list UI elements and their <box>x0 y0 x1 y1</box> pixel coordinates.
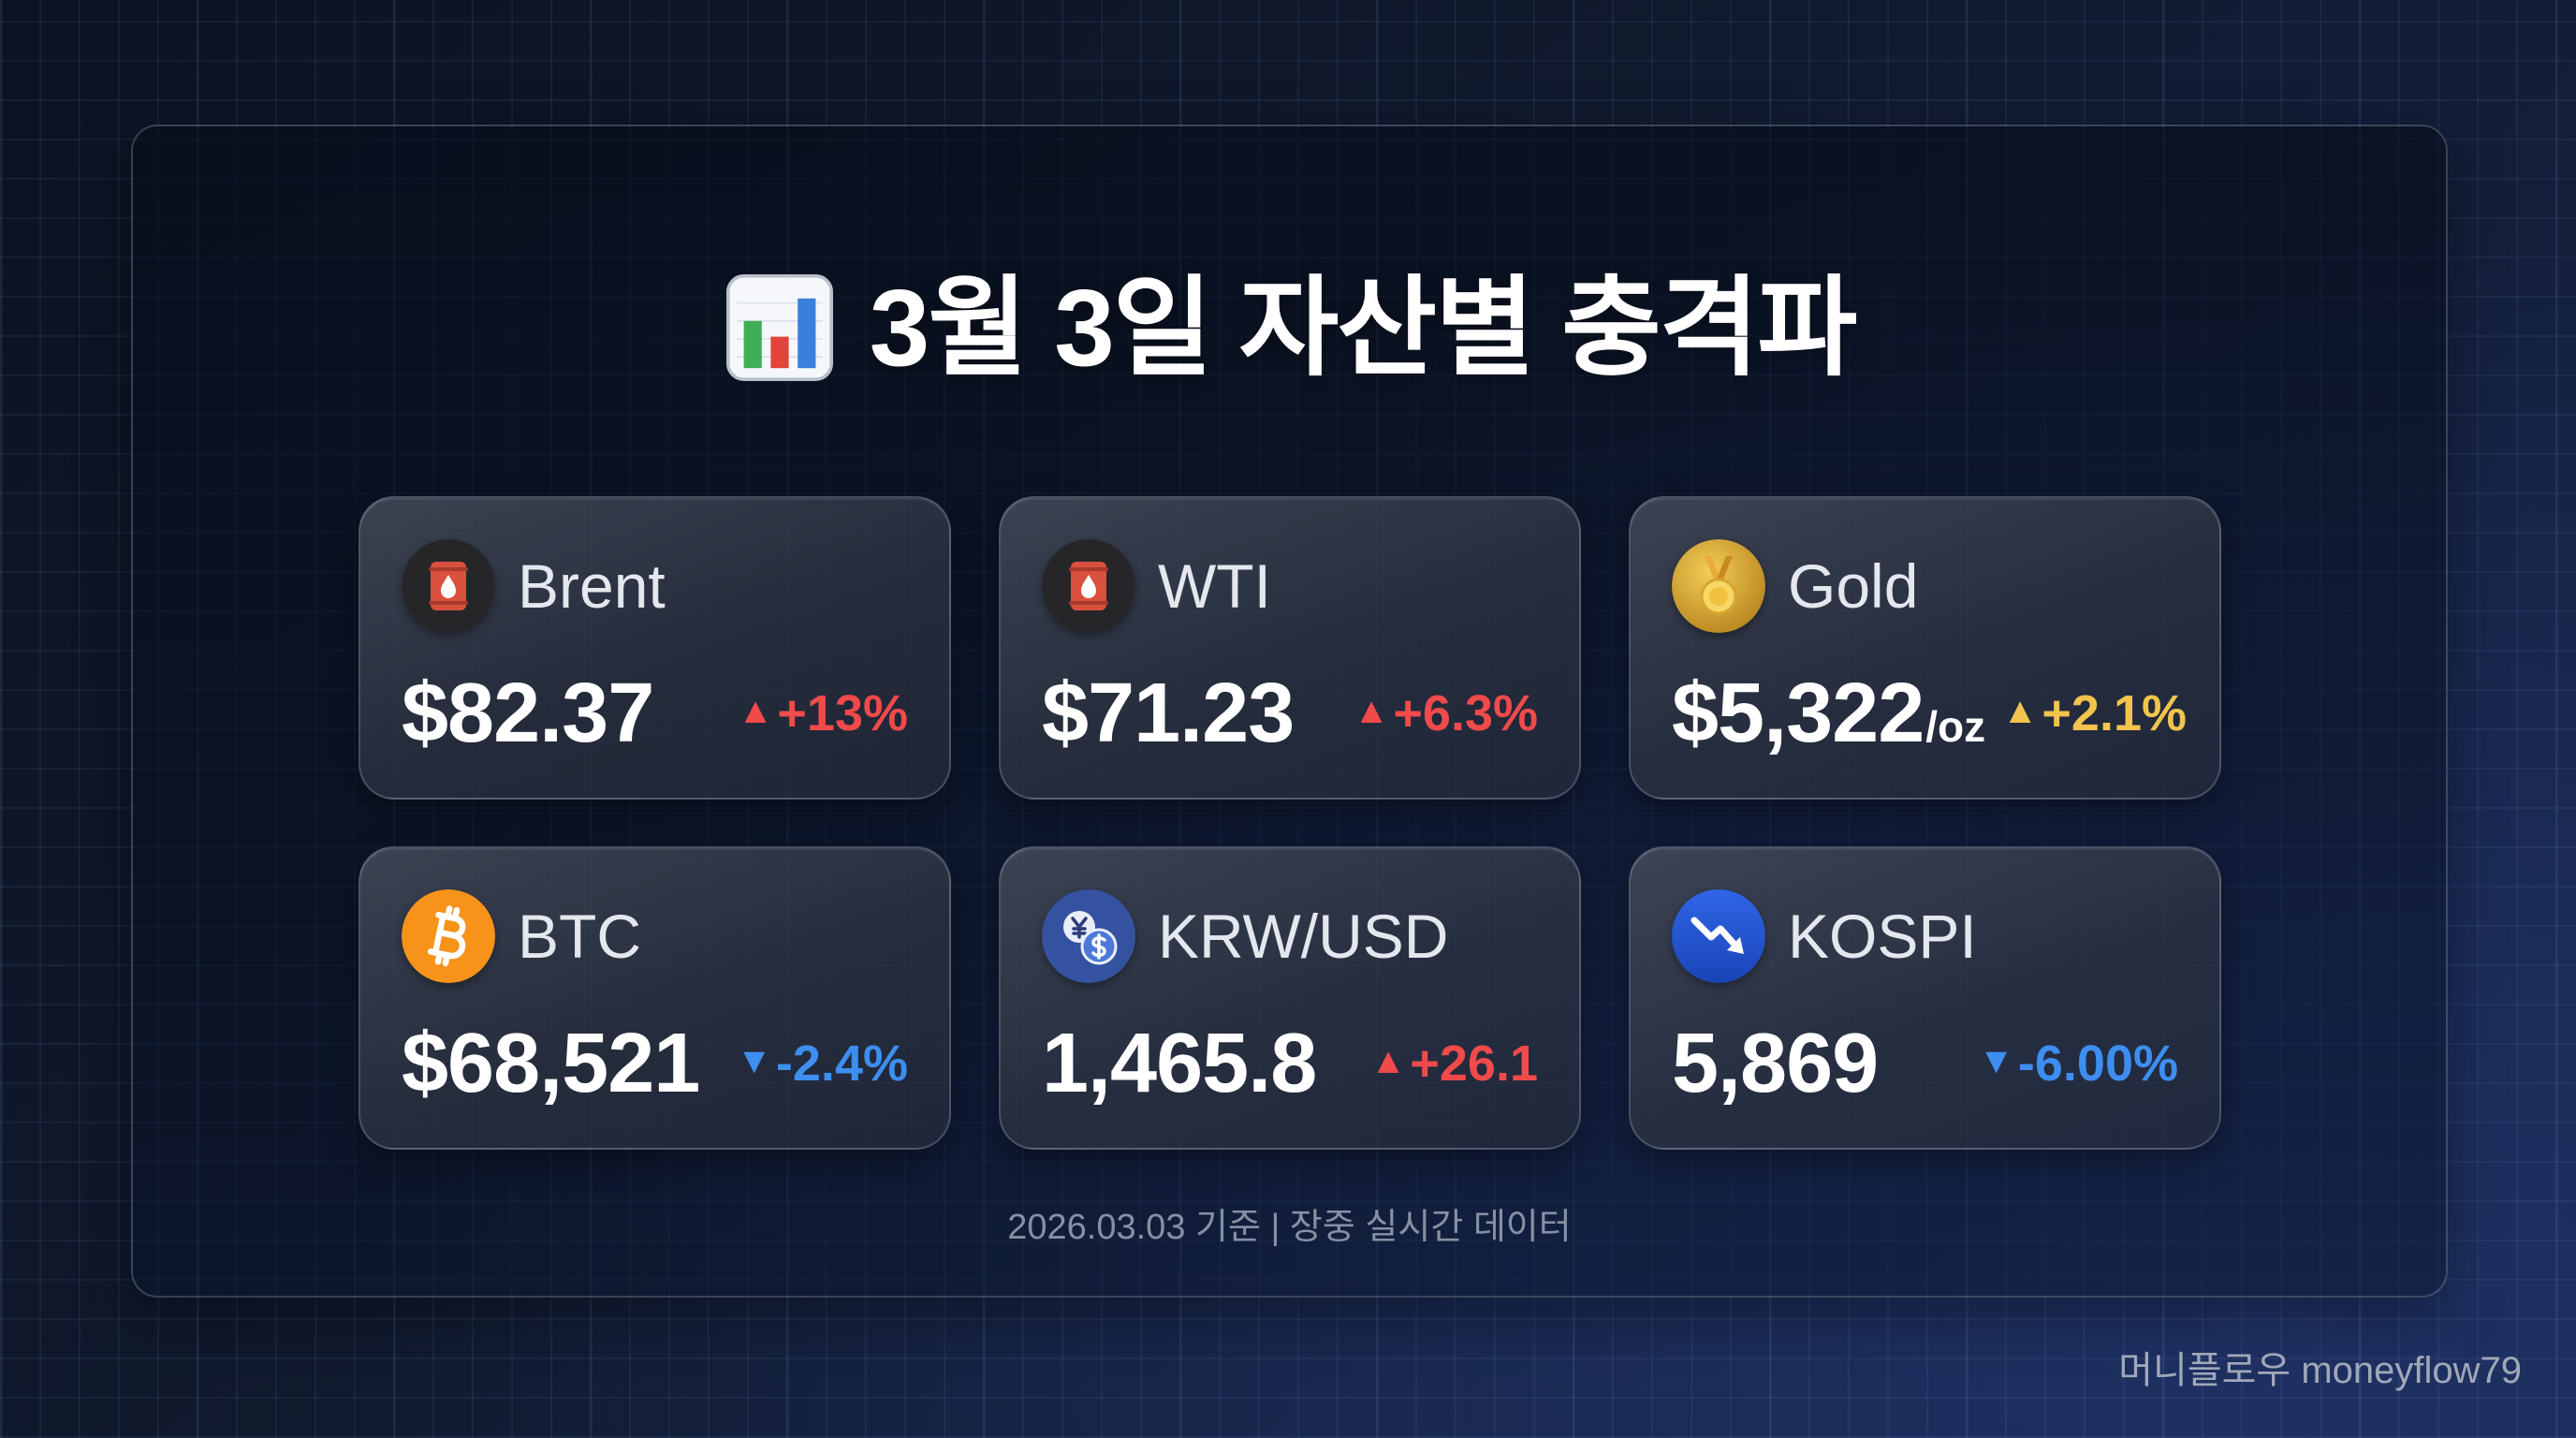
chart-decreasing-icon <box>1672 889 1765 983</box>
bitcoin-icon <box>402 889 495 983</box>
asset-price: $71.23 <box>1042 667 1295 760</box>
oil-barrel-icon <box>1042 539 1135 633</box>
asset-name: KRW/USD <box>1158 902 1449 971</box>
asset-card-kospi: KOSPI 5,869 ▼ -6.00% <box>1629 846 2221 1150</box>
change-value: +2.1% <box>2042 685 2187 741</box>
price-change: ▲ +26.1 <box>1370 1038 1538 1089</box>
asset-card-wti: WTI $71.23 ▲ +6.3% <box>999 496 1581 800</box>
asset-price: 5,869 <box>1672 1017 1879 1110</box>
asset-name: BTC <box>518 902 641 971</box>
gold-medal-icon <box>1672 539 1765 633</box>
price-change: ▼ -6.00% <box>1978 1038 2178 1089</box>
up-arrow-icon: ▲ <box>737 690 774 731</box>
change-value: +6.3% <box>1393 685 1538 741</box>
asset-name: Gold <box>1788 551 1919 621</box>
change-value: +13% <box>777 685 908 741</box>
price-row: 5,869 ▼ -6.00% <box>1672 1021 2178 1106</box>
price-group: $5,322 /oz <box>1672 671 1985 756</box>
watermark: 머니플로우 moneyflow79 <box>2118 1350 2522 1391</box>
asset-name: Brent <box>518 551 666 621</box>
data-timestamp-note: 2026.03.03 기준 | 장중 실시간 데이터 <box>1007 1208 1572 1247</box>
up-arrow-icon: ▲ <box>1369 1040 1407 1081</box>
price-group: $68,521 <box>402 1017 700 1110</box>
infographic-panel: 3월 3일 자산별 충격파 Brent $82.37 ▲ <box>131 125 2448 1298</box>
price-change: ▲ +2.1% <box>2002 688 2187 739</box>
asset-name: WTI <box>1158 551 1271 621</box>
asset-card-gold: Gold $5,322 /oz ▲ +2.1% <box>1629 496 2221 800</box>
asset-card-brent: Brent $82.37 ▲ +13% <box>359 496 951 800</box>
price-group: $71.23 <box>1042 667 1295 760</box>
price-row: $71.23 ▲ +6.3% <box>1042 671 1538 756</box>
page-title: 3월 3일 자산별 충격파 <box>133 267 2446 389</box>
price-row: 1,465.8 ▲ +26.1 <box>1042 1021 1538 1106</box>
up-arrow-icon: ▲ <box>1353 690 1390 731</box>
price-group: 5,869 <box>1672 1017 1879 1110</box>
price-group: $82.37 <box>402 667 654 760</box>
price-change: ▲ +13% <box>738 688 908 739</box>
asset-price: $5,322 <box>1672 667 1925 760</box>
price-change: ▼ -2.4% <box>736 1038 908 1089</box>
down-arrow-icon: ▼ <box>1978 1040 2014 1081</box>
price-row: $82.37 ▲ +13% <box>402 671 908 756</box>
currency-exchange-icon <box>1042 889 1135 983</box>
asset-price: $68,521 <box>402 1017 700 1110</box>
asset-card-krw-usd: KRW/USD 1,465.8 ▲ +26.1 <box>999 846 1581 1150</box>
asset-price: 1,465.8 <box>1042 1017 1317 1110</box>
price-unit: /oz <box>1925 702 1986 751</box>
bar-chart-icon <box>724 271 836 384</box>
asset-card-btc: BTC $68,521 ▼ -2.4% <box>359 846 951 1150</box>
price-change: ▲ +6.3% <box>1354 688 1538 739</box>
price-row: $5,322 /oz ▲ +2.1% <box>1672 671 2187 756</box>
change-value: +26.1 <box>1410 1035 1538 1092</box>
asset-price: $82.37 <box>402 667 654 760</box>
asset-name: KOSPI <box>1788 902 1977 971</box>
price-row: $68,521 ▼ -2.4% <box>402 1021 908 1106</box>
change-value: -2.4% <box>775 1035 908 1092</box>
oil-barrel-icon <box>402 539 495 633</box>
change-value: -6.00% <box>2017 1035 2178 1092</box>
title-text: 3월 3일 자산별 충격파 <box>869 267 1857 389</box>
up-arrow-icon: ▲ <box>2001 690 2039 731</box>
down-arrow-icon: ▼ <box>736 1040 772 1081</box>
asset-grid: Brent $82.37 ▲ +13% <box>359 496 2221 1150</box>
price-group: 1,465.8 <box>1042 1017 1317 1110</box>
